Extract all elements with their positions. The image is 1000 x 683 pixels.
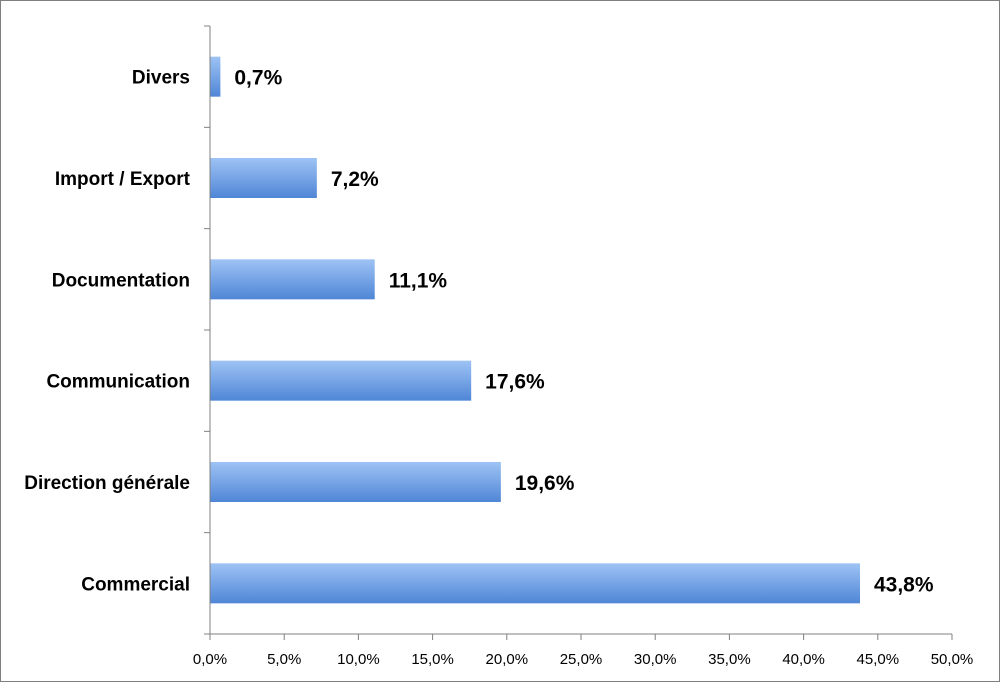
- x-tick-label: 10,0%: [337, 651, 380, 668]
- value-label: 19,6%: [515, 472, 575, 495]
- bars-layer: [210, 56, 860, 604]
- x-tick-label: 20,0%: [486, 651, 529, 668]
- value-label: 43,8%: [874, 573, 934, 596]
- category-label: Communication: [46, 372, 190, 393]
- labels-layer: Divers 0,7% Import / Export 7,2% Documentati…: [24, 67, 973, 668]
- value-label: 17,6%: [485, 371, 545, 394]
- category-label: Documentation: [52, 270, 190, 291]
- bar-0: [210, 56, 221, 97]
- x-tick-label: 30,0%: [634, 651, 677, 668]
- category-label: Divers: [132, 68, 190, 89]
- x-tick-label: 15,0%: [411, 651, 454, 668]
- category-label: Commercial: [81, 574, 190, 595]
- x-tick-label: 5,0%: [267, 651, 301, 668]
- value-label: 7,2%: [331, 168, 379, 191]
- x-tick-label: 0,0%: [193, 651, 227, 668]
- x-tick-label: 25,0%: [560, 651, 603, 668]
- bar-1: [210, 158, 317, 198]
- bar-5: [210, 563, 860, 604]
- bar-3: [210, 360, 472, 401]
- x-tick-label: 40,0%: [782, 651, 825, 668]
- axes: [204, 25, 953, 640]
- bar-4: [210, 462, 501, 502]
- value-label: 0,7%: [234, 67, 282, 90]
- x-tick-label: 50,0%: [931, 651, 974, 668]
- category-label: Direction générale: [24, 473, 190, 494]
- bar-2: [210, 259, 375, 300]
- category-label: Import / Export: [55, 169, 191, 190]
- value-label: 11,1%: [389, 269, 448, 292]
- x-tick-label: 45,0%: [857, 651, 900, 668]
- x-tick-label: 35,0%: [708, 651, 751, 668]
